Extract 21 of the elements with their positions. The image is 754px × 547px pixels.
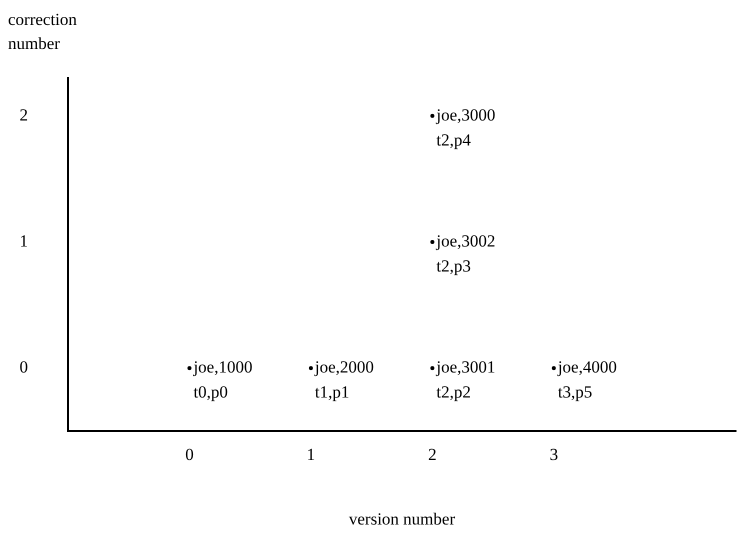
point [430,240,434,244]
point [430,366,434,370]
x-tick-label: 0 [185,444,194,464]
point [430,114,434,118]
data-label: joe,1000 t0,p0 [192,358,252,402]
point [552,366,556,370]
x-tick-label: 1 [306,444,316,464]
data-label: joe,3002 t2,p3 [435,231,496,276]
x-tick-label: 3 [550,444,558,464]
data-label: joe,3001 t2,p2 [435,358,496,402]
data-label: joe,2000 t1,p1 [314,358,374,402]
point [308,366,313,370]
data-label: joe,3000 t2,p4 [435,105,496,150]
y-tick-label: 0 [20,358,28,377]
y-axis-title: correction number [8,9,78,55]
y-tick-label: 2 [20,105,28,124]
x-tick-label: 2 [428,444,437,464]
x-axis-title: version number [348,509,456,528]
point [187,366,192,370]
y-tick-label: 1 [20,231,28,250]
data-label: joe,4000 t3,p5 [556,358,617,402]
